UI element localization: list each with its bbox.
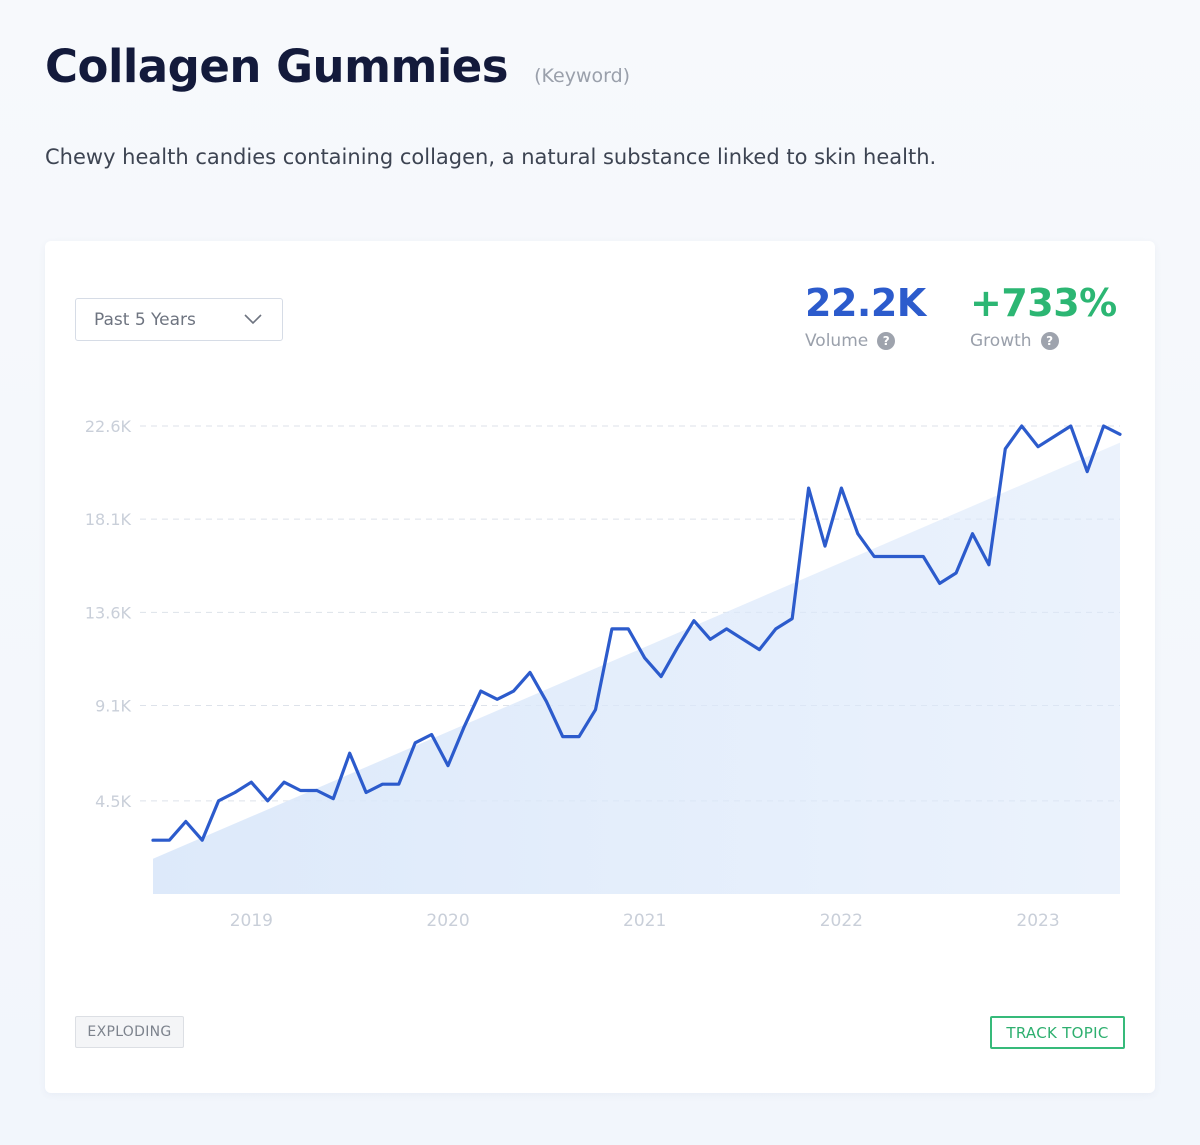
keyword-tag: (Keyword) bbox=[534, 65, 631, 87]
y-tick-label: 22.6K bbox=[85, 417, 132, 436]
y-tick-label: 9.1K bbox=[95, 697, 131, 716]
page-title: Collagen Gummies bbox=[45, 40, 509, 93]
y-tick-label: 4.5K bbox=[95, 792, 131, 811]
trend-layer bbox=[153, 442, 1120, 894]
chevron-down-icon bbox=[244, 314, 262, 325]
status-badge: EXPLODING bbox=[75, 1016, 184, 1048]
growth-value: +733% bbox=[970, 281, 1117, 325]
growth-metric: +733% Growth ? bbox=[970, 281, 1117, 351]
volume-metric: 22.2K Volume ? bbox=[805, 281, 926, 351]
y-tick-label: 13.6K bbox=[85, 603, 132, 622]
volume-label: Volume bbox=[805, 330, 869, 351]
x-tick-label: 2021 bbox=[623, 911, 666, 931]
track-topic-button[interactable]: TRACK TOPIC bbox=[990, 1016, 1125, 1049]
help-icon[interactable]: ? bbox=[1040, 331, 1059, 350]
help-icon[interactable]: ? bbox=[877, 331, 896, 350]
x-tick-label: 2020 bbox=[426, 911, 469, 931]
topic-description: Chewy health candies containing collagen… bbox=[45, 145, 937, 169]
trend-chart: 4.5K 9.1K 13.6K 18.1K 22.6K 2019 2020 2021 2022… bbox=[85, 417, 1122, 931]
series-line bbox=[151, 424, 1122, 842]
title-row: Collagen Gummies (Keyword) bbox=[45, 40, 630, 93]
time-range-dropdown[interactable]: Past 5 Years bbox=[75, 298, 283, 341]
trend-area bbox=[153, 442, 1120, 894]
growth-label: Growth bbox=[970, 330, 1032, 351]
volume-value: 22.2K bbox=[805, 281, 926, 325]
trend-card: Past 5 Years 22.2K Volume ? +733% Growth… bbox=[45, 241, 1155, 1093]
x-tick-label: 2023 bbox=[1016, 911, 1059, 931]
line-layer bbox=[151, 424, 1122, 842]
x-tick-layer: 2019 2020 2021 2022 2023 bbox=[230, 911, 1060, 931]
x-tick-label: 2019 bbox=[230, 911, 273, 931]
x-tick-label: 2022 bbox=[820, 911, 863, 931]
y-tick-label: 18.1K bbox=[85, 510, 132, 529]
time-range-label: Past 5 Years bbox=[94, 309, 196, 330]
